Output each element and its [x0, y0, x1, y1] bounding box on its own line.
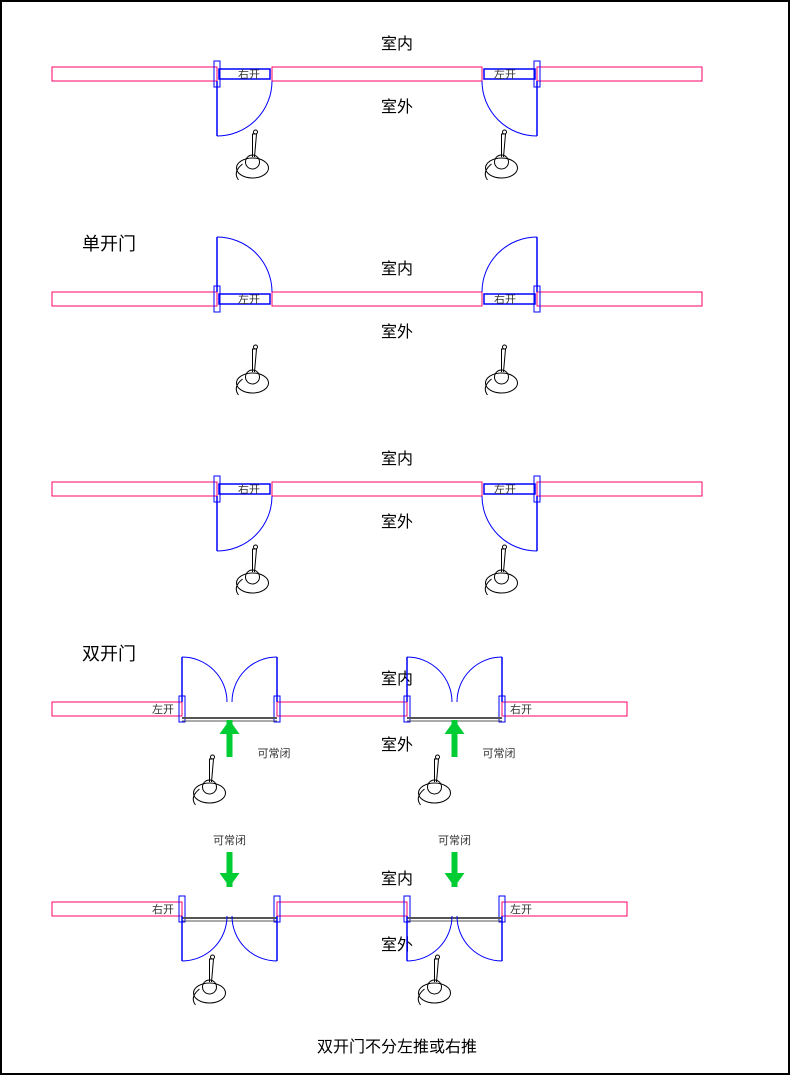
svg-text:双开门不分左推或右推: 双开门不分左推或右推 — [317, 1038, 477, 1056]
svg-text:右开: 右开 — [238, 482, 260, 496]
svg-text:室内: 室内 — [381, 260, 413, 278]
svg-text:室外: 室外 — [381, 98, 413, 116]
svg-text:左开: 左开 — [238, 293, 260, 306]
svg-text:可常闭: 可常闭 — [483, 747, 516, 760]
diagram-svg: 室内室外右开左开室内室外左开右开单开门室内室外右开左开室内室外左开可常闭右开可常… — [2, 2, 788, 1073]
svg-text:右开: 右开 — [494, 292, 516, 306]
svg-text:左开: 左开 — [494, 483, 516, 496]
svg-text:室内: 室内 — [381, 670, 413, 688]
svg-text:室内: 室内 — [381, 450, 413, 468]
svg-text:室内: 室内 — [381, 35, 413, 53]
svg-text:室外: 室外 — [381, 936, 413, 954]
svg-text:右开: 右开 — [152, 902, 174, 916]
svg-text:可常闭: 可常闭 — [213, 834, 246, 847]
svg-text:室外: 室外 — [381, 323, 413, 341]
svg-text:单开门: 单开门 — [82, 234, 136, 254]
svg-text:室外: 室外 — [381, 513, 413, 531]
svg-text:左开: 左开 — [494, 68, 516, 81]
svg-text:左开: 左开 — [510, 903, 532, 916]
svg-text:室外: 室外 — [381, 736, 413, 754]
diagram-frame: 室内室外右开左开室内室外左开右开单开门室内室外右开左开室内室外左开可常闭右开可常… — [0, 0, 790, 1075]
svg-text:可常闭: 可常闭 — [438, 834, 471, 847]
svg-text:左开: 左开 — [152, 703, 174, 716]
svg-text:室内: 室内 — [381, 870, 413, 888]
svg-text:右开: 右开 — [238, 67, 260, 81]
svg-text:可常闭: 可常闭 — [258, 747, 291, 760]
svg-text:双开门: 双开门 — [82, 644, 136, 664]
svg-text:右开: 右开 — [510, 702, 532, 716]
